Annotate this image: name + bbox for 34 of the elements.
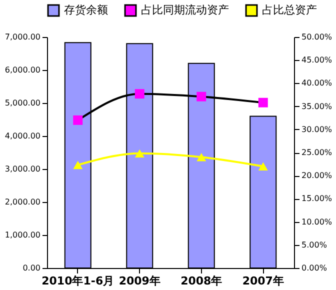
point	[73, 115, 83, 125]
y2-tick-label: 50.00%	[302, 32, 332, 42]
point	[134, 89, 144, 99]
y2-tick-label: 40.00%	[302, 78, 332, 88]
y2-tick-label: 10.00%	[302, 217, 332, 226]
legend-label: 存货余额	[64, 4, 108, 17]
x-tick-label: 2009年	[118, 274, 160, 288]
y-tick-label: 7,000.00	[4, 32, 40, 42]
y-tick-label: 3,000.00	[4, 164, 40, 174]
y2-tick-label: 5.00%	[302, 240, 328, 250]
y-tick-label: 5,000.00	[4, 98, 40, 108]
point	[196, 92, 206, 102]
y-tick-label: 2,000.00	[4, 198, 40, 206]
y-tick-label: 4,000.00	[4, 132, 40, 140]
point	[258, 98, 268, 108]
y-tick-label: 1,000.00	[4, 230, 40, 240]
x-tick-label: 2010年1-6月	[42, 274, 114, 288]
y2-tick-label: 30.00%	[302, 124, 332, 134]
y2-tick-label: 20.00%	[302, 171, 332, 180]
y2-tick-label: 15.00%	[302, 194, 332, 204]
x-tick-label: 2008年	[180, 274, 222, 288]
y2-tick-label: 35.00%	[302, 102, 332, 111]
y2-tick-label: 25.00%	[302, 148, 332, 157]
point	[196, 153, 206, 162]
point	[73, 160, 83, 170]
legend-label: 占比总资产	[262, 4, 317, 17]
y2-tick-label: 0.00%	[302, 264, 328, 272]
y2-tick-label: 45.00%	[302, 56, 332, 65]
point	[258, 162, 268, 170]
x-tick-label: 2007年	[242, 274, 284, 288]
point	[134, 149, 144, 158]
legend-label: 占比同期流动资产	[141, 4, 229, 17]
y-tick-label: 0.00	[22, 264, 40, 272]
y-tick-label: 6,000.00	[4, 66, 40, 74]
